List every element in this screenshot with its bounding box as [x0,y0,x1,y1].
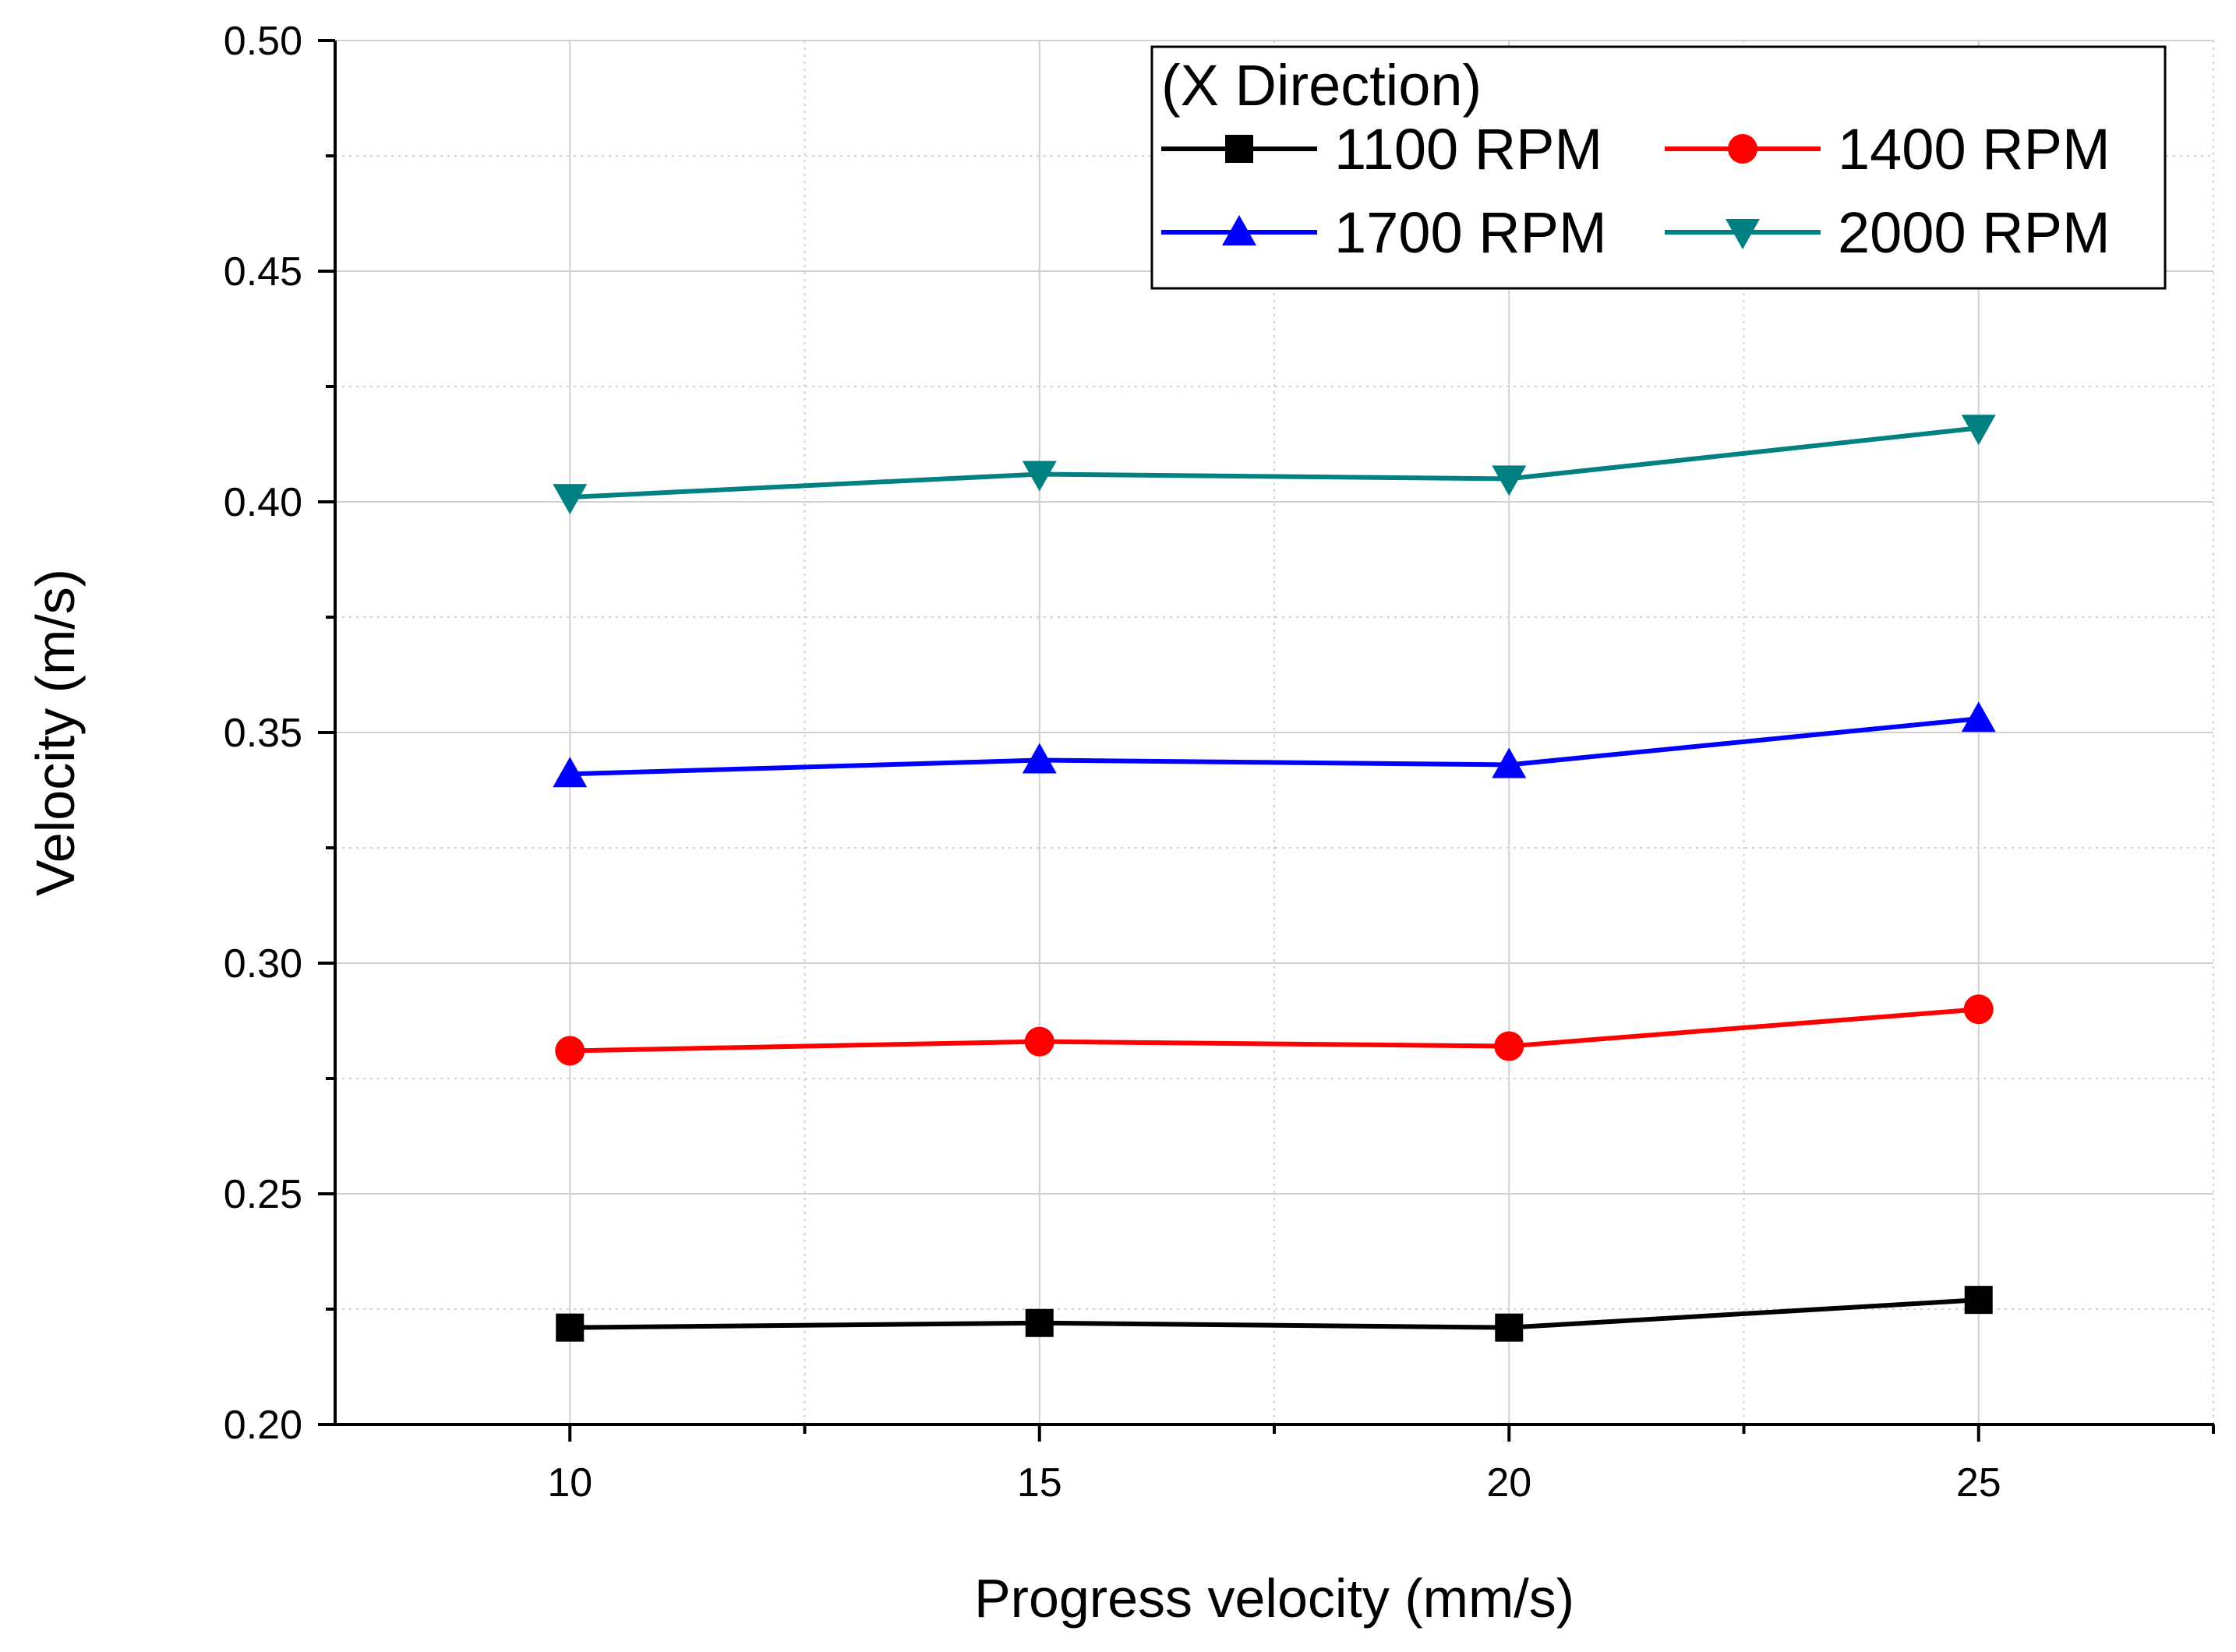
data-point [1025,1308,1054,1337]
series-1700-rpm [553,701,1996,788]
data-point [1022,461,1057,492]
y-tick-label: 0.20 [224,1403,302,1448]
y-tick-label: 0.50 [224,19,302,64]
data-point [553,757,588,788]
legend: (X Direction)1100 RPM 1400 RPM 1700 RPM 200… [1150,45,2167,290]
series-line [570,716,1980,777]
data-point [1961,415,1996,446]
data-point [1492,747,1527,778]
legend-marker [1225,135,1253,163]
legend-label: 1700 RPM [1334,200,1607,265]
x-tick-label: 20 [1486,1460,1531,1506]
series-1100-rpm [556,1286,1993,1342]
data-point [556,1313,585,1342]
x-tick-label: 25 [1956,1460,2001,1506]
data-point [1024,1026,1054,1057]
legend-title: (X Direction) [1161,53,1482,118]
legend-marker [1726,219,1760,249]
legend-label: 1100 RPM [1334,117,1602,182]
data-point [1495,1313,1524,1342]
series-layer [553,415,1996,1342]
legend-label: 1400 RPM [1838,117,2111,182]
y-tick-label: 0.30 [224,941,302,987]
data-point [1022,743,1057,774]
data-point [1961,701,1996,732]
y-tick-label: 0.40 [224,480,302,525]
y-axis-title: Velocity (m/s) [25,569,86,896]
data-point [553,484,588,515]
series-line [570,1297,1979,1330]
y-tick-label: 0.35 [224,711,302,756]
axes: 0.20 0.25 0.30 0.35 0.40 0.45 0.50 10 15 20 25 [224,19,2215,1506]
series-2000-rpm [553,415,1996,515]
legend-label: 2000 RPM [1838,200,2111,265]
legend-marker [1728,134,1757,164]
y-tick-label: 0.25 [224,1172,302,1217]
series-1400-rpm [555,994,1994,1066]
x-tick-label: 15 [1017,1460,1062,1506]
series-line [570,425,1980,500]
y-tick-label: 0.45 [224,249,302,295]
data-point [1494,1031,1524,1061]
x-axis-title: Progress velocity (mm/s) [974,1568,1574,1629]
x-tick-label: 10 [547,1460,592,1506]
data-point [1963,994,1994,1025]
series-line [570,1007,1979,1054]
data-point [1964,1286,1993,1315]
legend-box [1150,45,2167,290]
legend-marker [1222,215,1256,245]
data-point [1492,465,1527,496]
data-point [555,1036,585,1066]
